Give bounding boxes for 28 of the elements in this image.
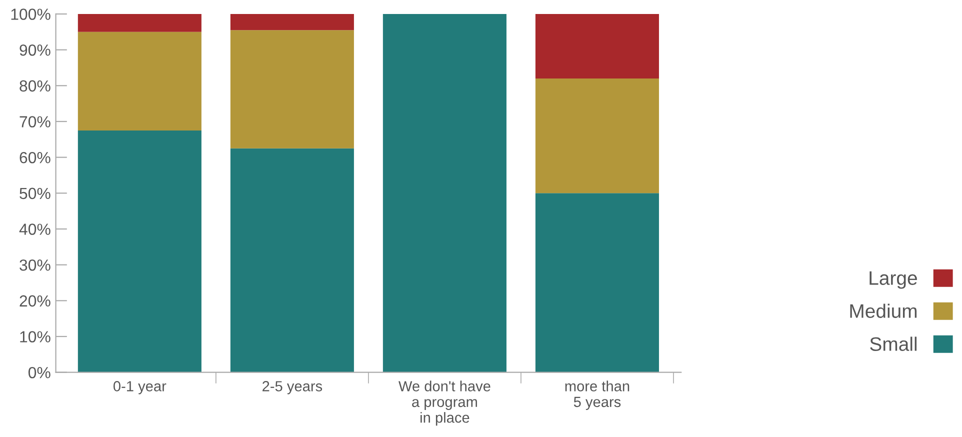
x-tick-label: 2-5 years	[262, 381, 322, 394]
bar	[78, 14, 202, 32]
x-tick-label: more than 5 years	[565, 380, 630, 410]
y-tick-label: 70%	[20, 116, 50, 128]
bar	[230, 148, 354, 372]
y-tick-label: 40%	[19, 224, 50, 235]
y-tick-label: 10%	[20, 331, 50, 342]
legend-label: Medium	[850, 304, 917, 318]
bar	[535, 193, 659, 372]
y-tick-label: 0%	[28, 366, 50, 378]
y-tick-label: 90%	[20, 44, 50, 56]
y-tick-label: 50%	[20, 188, 50, 200]
x-tick-label: We don't have a program in place	[398, 380, 490, 426]
y-tick-label: 100%	[11, 8, 50, 20]
bar	[382, 14, 506, 372]
bar	[535, 78, 659, 194]
bar	[78, 32, 202, 130]
x-tick-label: 0-1 year	[114, 381, 166, 394]
y-tick-label: 80%	[20, 80, 50, 92]
legend-label: Large	[870, 271, 917, 289]
legend-label: Small	[870, 336, 917, 351]
y-tick-label: 60%	[20, 152, 50, 164]
bar	[230, 30, 354, 148]
bar	[230, 14, 354, 30]
bar	[535, 14, 659, 78]
y-tick-label: 30%	[20, 259, 50, 271]
bar	[78, 130, 202, 372]
y-tick-label: 20%	[20, 295, 50, 307]
